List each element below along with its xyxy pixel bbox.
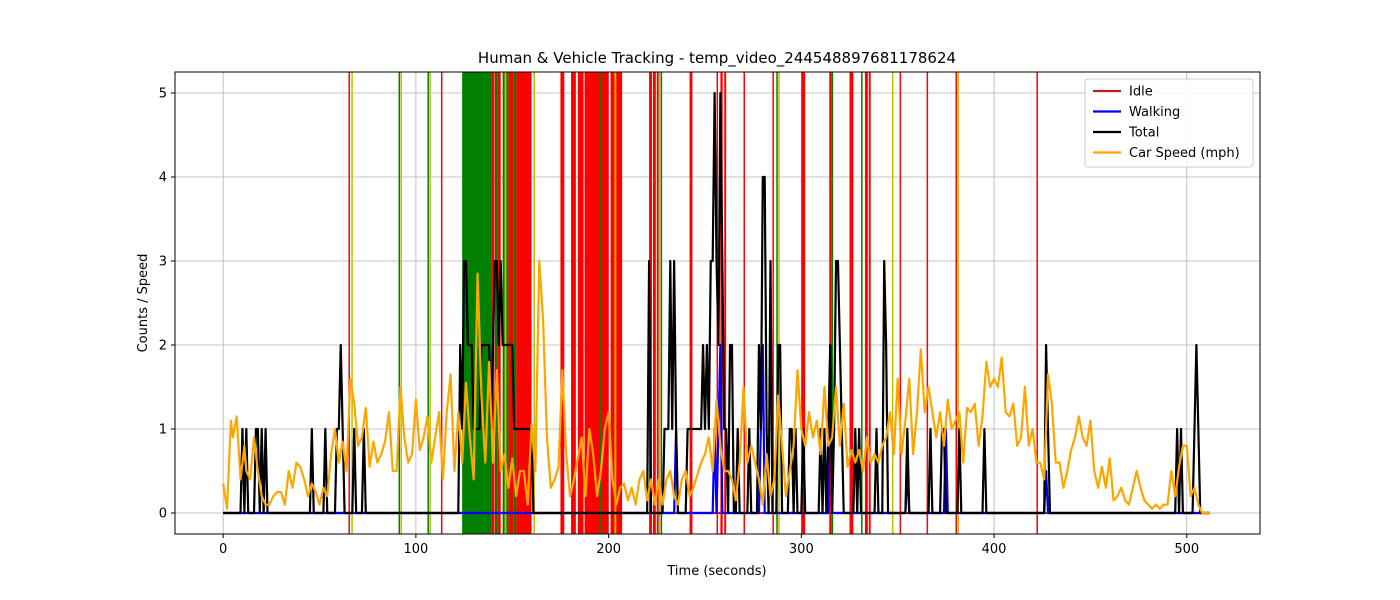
y-tick-label: 4 — [159, 171, 167, 186]
legend: Idle Walking Total Car Speed (mph) — [1084, 78, 1254, 168]
x-axis-label: Time (seconds) — [666, 564, 766, 579]
idle-span — [1036, 72, 1038, 534]
legend-label: Walking — [1129, 105, 1180, 120]
idle-span — [926, 72, 929, 534]
idle-span — [955, 72, 958, 534]
walking-span — [776, 72, 778, 534]
y-axis-label: Counts / Speed — [136, 254, 151, 353]
y-tick-label: 5 — [159, 87, 167, 102]
idle-span — [571, 72, 576, 534]
idle-span — [743, 72, 746, 534]
walking-span — [427, 72, 429, 534]
legend-label: Total — [1128, 126, 1159, 141]
idle-span — [724, 72, 727, 534]
plot-frame — [174, 71, 1261, 535]
idle-span — [652, 72, 656, 534]
y-tick-label: 2 — [159, 339, 167, 354]
car-speed-span — [533, 72, 535, 534]
x-tick-label: 100 — [403, 542, 428, 557]
x-tick-label: 300 — [789, 542, 814, 557]
legend-box — [1084, 78, 1254, 168]
walking-span — [861, 72, 863, 534]
car-speed-span — [351, 72, 353, 534]
idle-span — [899, 72, 902, 534]
idle-span — [801, 72, 806, 534]
series-line-total — [223, 91, 1210, 515]
idle-span — [560, 72, 565, 534]
series-line-car-speed-mph — [222, 259, 1210, 515]
idle-span — [348, 72, 350, 534]
car-speed-span — [957, 72, 959, 534]
idle-span — [508, 72, 514, 534]
plot-content — [222, 72, 1210, 534]
idle-span — [689, 72, 693, 534]
car-speed-span — [400, 72, 402, 534]
y-tick-label: 0 — [159, 507, 167, 522]
walking-span — [598, 72, 601, 534]
car-speed-span — [658, 72, 661, 534]
y-tick-label: 1 — [159, 423, 167, 438]
car-speed-span — [778, 72, 780, 534]
idle-span — [577, 72, 584, 534]
idle-span — [491, 72, 495, 534]
car-speed-span — [614, 72, 617, 534]
idle-span — [720, 72, 723, 534]
walking-span — [513, 72, 517, 534]
walking-span — [398, 72, 401, 534]
idle-span — [516, 72, 532, 534]
x-tick-label: 200 — [596, 542, 621, 557]
y-tick-label: 3 — [159, 255, 167, 270]
walking-span — [660, 72, 663, 534]
plot-area: 0 100 200 300 400 500 0 1 2 3 4 5 — [159, 71, 1261, 557]
idle-span — [864, 72, 868, 534]
car-speed-span — [429, 72, 431, 534]
idle-span — [440, 72, 443, 534]
idle-span — [849, 72, 854, 534]
idle-span — [772, 72, 774, 534]
chart-title: Human & Vehicle Tracking - temp_video_24… — [478, 49, 956, 68]
x-tick-label: 400 — [982, 542, 1007, 557]
walking-span — [831, 72, 834, 534]
idle-span — [649, 72, 652, 534]
x-tick-label: 0 — [219, 542, 227, 557]
legend-label: Idle — [1129, 85, 1153, 100]
idle-span — [829, 72, 832, 534]
walking-span — [494, 72, 498, 534]
idle-span — [868, 72, 871, 534]
legend-label: Car Speed (mph) — [1129, 146, 1240, 161]
car-speed-span — [891, 72, 894, 534]
car-speed-span — [504, 72, 507, 534]
x-tick-label: 500 — [1174, 542, 1199, 557]
idle-span — [656, 72, 659, 534]
